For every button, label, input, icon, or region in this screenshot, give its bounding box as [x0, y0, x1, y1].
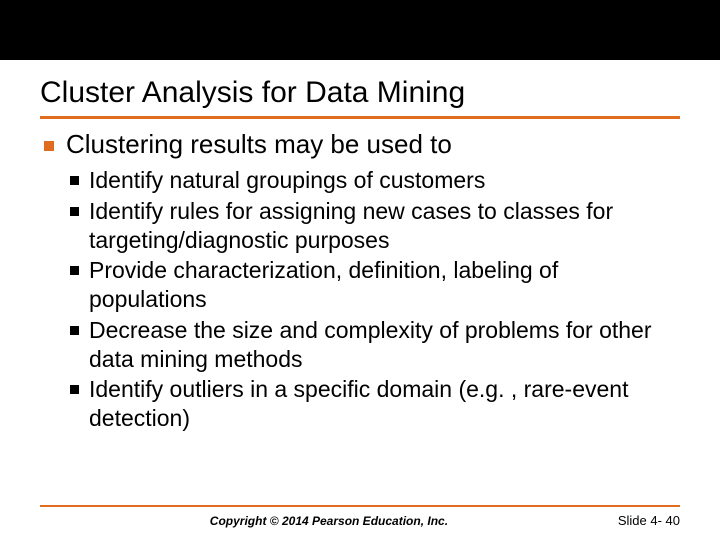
main-item-text: Clustering results may be used to: [66, 129, 452, 160]
sub-item: Provide characterization, definition, la…: [70, 256, 680, 314]
slide-number: Slide 4- 40: [618, 513, 680, 528]
sub-item: Identify natural groupings of customers: [70, 166, 680, 195]
main-list: Clustering results may be used to: [40, 129, 680, 160]
bullet-icon: [70, 207, 79, 216]
sub-item-text: Decrease the size and complexity of prob…: [89, 316, 680, 374]
bullet-icon: [70, 326, 79, 335]
main-item: Clustering results may be used to: [44, 129, 680, 160]
footer-line: Copyright © 2014 Pearson Education, Inc.…: [40, 505, 680, 528]
footer: Copyright © 2014 Pearson Education, Inc.…: [0, 505, 720, 528]
top-bar: [0, 0, 720, 60]
sub-item-text: Identify rules for assigning new cases t…: [89, 197, 680, 255]
sub-item: Identify outliers in a specific domain (…: [70, 375, 680, 433]
copyright-text: Copyright © 2014 Pearson Education, Inc.: [40, 514, 618, 528]
sub-item-text: Identify outliers in a specific domain (…: [89, 375, 680, 433]
slide-title: Cluster Analysis for Data Mining: [40, 76, 680, 119]
bullet-icon: [44, 141, 54, 151]
bullet-icon: [70, 176, 79, 185]
sub-list: Identify natural groupings of customers …: [40, 166, 680, 433]
sub-item-text: Provide characterization, definition, la…: [89, 256, 680, 314]
bullet-icon: [70, 266, 79, 275]
sub-item: Identify rules for assigning new cases t…: [70, 197, 680, 255]
bullet-icon: [70, 385, 79, 394]
slide-content: Cluster Analysis for Data Mining Cluster…: [0, 60, 720, 433]
sub-item: Decrease the size and complexity of prob…: [70, 316, 680, 374]
sub-item-text: Identify natural groupings of customers: [89, 166, 485, 195]
